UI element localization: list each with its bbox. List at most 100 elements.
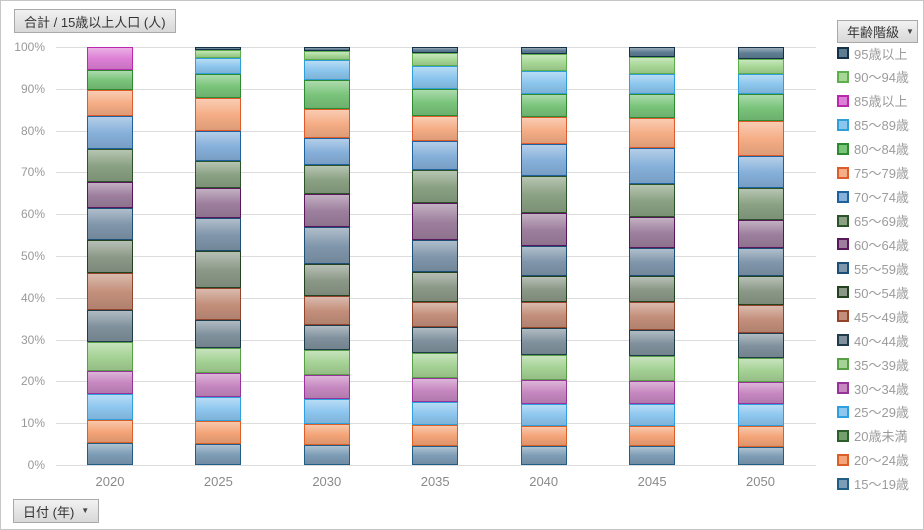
bar-segment[interactable] bbox=[737, 304, 784, 333]
bar-segment[interactable] bbox=[737, 155, 784, 189]
bar-segment[interactable] bbox=[629, 118, 676, 149]
bar-segment[interactable] bbox=[412, 377, 459, 403]
bar-segment[interactable] bbox=[87, 239, 133, 274]
bar-segment[interactable] bbox=[629, 425, 676, 447]
bar-segment[interactable] bbox=[87, 89, 133, 116]
legend-item[interactable]: 35〜39歳 bbox=[837, 352, 909, 376]
legend-field-dropdown[interactable]: 年齢階級 ▼ bbox=[837, 20, 918, 43]
bar-segment[interactable] bbox=[629, 302, 676, 330]
bar-segment[interactable] bbox=[303, 47, 350, 51]
bar-segment[interactable] bbox=[629, 248, 676, 276]
bar-segment[interactable] bbox=[737, 74, 784, 95]
bar-segment[interactable] bbox=[412, 327, 459, 353]
bar-segment[interactable] bbox=[629, 148, 676, 185]
bar-segment[interactable] bbox=[87, 273, 133, 311]
bar-segment[interactable] bbox=[303, 60, 350, 80]
bar-segment[interactable] bbox=[195, 319, 242, 348]
legend-item[interactable]: 50〜54歳 bbox=[837, 280, 909, 304]
bar-segment[interactable] bbox=[303, 264, 350, 296]
bar-segment[interactable] bbox=[412, 115, 459, 142]
bar-segment[interactable] bbox=[520, 302, 567, 329]
legend-item[interactable]: 40〜44歳 bbox=[837, 328, 909, 352]
legend-item[interactable]: 85〜89歳 bbox=[837, 113, 909, 137]
measure-selector-button[interactable]: 合計 / 15歳以上人口 (人) bbox=[14, 9, 176, 33]
bar-segment[interactable] bbox=[737, 59, 784, 75]
bar-segment[interactable] bbox=[737, 404, 784, 427]
bar-segment[interactable] bbox=[412, 47, 459, 53]
bar-segment[interactable] bbox=[87, 208, 133, 240]
x-axis-field-dropdown[interactable]: 日付 (年) ▼ bbox=[13, 499, 100, 523]
bar-segment[interactable] bbox=[87, 47, 133, 71]
bar-segment[interactable] bbox=[412, 170, 459, 204]
bar-segment[interactable] bbox=[412, 88, 459, 116]
bar-segment[interactable] bbox=[412, 272, 459, 302]
legend-item[interactable]: 20歳未満 bbox=[837, 424, 907, 448]
bar-segment[interactable] bbox=[629, 275, 676, 303]
bar-segment[interactable] bbox=[195, 396, 242, 421]
bar-segment[interactable] bbox=[629, 56, 676, 75]
bar-segment[interactable] bbox=[412, 445, 459, 465]
bar-segment[interactable] bbox=[520, 275, 567, 303]
bar-segment[interactable] bbox=[195, 47, 242, 50]
bar-segment[interactable] bbox=[195, 98, 242, 131]
bar-segment[interactable] bbox=[629, 94, 676, 119]
bar-segment[interactable] bbox=[195, 444, 242, 465]
bar-segment[interactable] bbox=[629, 446, 676, 465]
bar-segment[interactable] bbox=[737, 426, 784, 447]
bar-segment[interactable] bbox=[737, 188, 784, 220]
bar-segment[interactable] bbox=[87, 115, 133, 150]
bar-segment[interactable] bbox=[520, 144, 567, 177]
bar-segment[interactable] bbox=[303, 374, 350, 400]
bar-segment[interactable] bbox=[412, 240, 459, 273]
bar-segment[interactable] bbox=[303, 194, 350, 228]
bar-segment[interactable] bbox=[87, 149, 133, 183]
bar-segment[interactable] bbox=[87, 310, 133, 342]
bar-segment[interactable] bbox=[629, 47, 676, 57]
legend-item[interactable]: 30〜34歳 bbox=[837, 376, 909, 400]
bar-segment[interactable] bbox=[629, 74, 676, 95]
legend-item[interactable]: 60〜64歳 bbox=[837, 232, 909, 256]
bar-segment[interactable] bbox=[303, 324, 350, 351]
bar-segment[interactable] bbox=[87, 341, 133, 371]
legend-item[interactable]: 70〜74歳 bbox=[837, 185, 909, 209]
legend-item[interactable]: 95歳以上 bbox=[837, 41, 907, 65]
bar-segment[interactable] bbox=[303, 399, 350, 424]
bar-segment[interactable] bbox=[412, 141, 459, 171]
bar-segment[interactable] bbox=[737, 47, 784, 60]
bar-segment[interactable] bbox=[195, 160, 242, 189]
bar-segment[interactable] bbox=[303, 79, 350, 110]
bar-segment[interactable] bbox=[303, 445, 350, 465]
legend-item[interactable]: 80〜84歳 bbox=[837, 137, 909, 161]
legend-item[interactable]: 55〜59歳 bbox=[837, 256, 909, 280]
bar-segment[interactable] bbox=[87, 419, 133, 443]
bar-segment[interactable] bbox=[303, 165, 350, 195]
bar-segment[interactable] bbox=[412, 301, 459, 328]
bar-segment[interactable] bbox=[303, 423, 350, 446]
bar-segment[interactable] bbox=[520, 176, 567, 213]
bar-segment[interactable] bbox=[737, 276, 784, 305]
bar-segment[interactable] bbox=[195, 217, 242, 251]
bar-segment[interactable] bbox=[195, 347, 242, 374]
bar-segment[interactable] bbox=[737, 358, 784, 382]
bar-segment[interactable] bbox=[303, 50, 350, 61]
legend-item[interactable]: 45〜49歳 bbox=[837, 304, 909, 328]
bar-segment[interactable] bbox=[195, 188, 242, 218]
bar-segment[interactable] bbox=[520, 425, 567, 447]
bar-segment[interactable] bbox=[87, 394, 133, 420]
bar-segment[interactable] bbox=[195, 287, 242, 320]
legend-item[interactable]: 15〜19歳 bbox=[837, 472, 909, 496]
bar-segment[interactable] bbox=[195, 57, 242, 74]
bar-segment[interactable] bbox=[629, 217, 676, 249]
bar-segment[interactable] bbox=[195, 420, 242, 445]
bar-segment[interactable] bbox=[520, 328, 567, 355]
bar-segment[interactable] bbox=[412, 424, 459, 446]
bar-segment[interactable] bbox=[412, 52, 459, 66]
bar-segment[interactable] bbox=[87, 182, 133, 209]
bar-segment[interactable] bbox=[629, 403, 676, 426]
bar-segment[interactable] bbox=[303, 350, 350, 375]
bar-segment[interactable] bbox=[520, 47, 567, 55]
legend-item[interactable]: 90〜94歳 bbox=[837, 65, 909, 89]
bar-segment[interactable] bbox=[195, 130, 242, 161]
bar-segment[interactable] bbox=[520, 93, 567, 117]
legend-item[interactable]: 25〜29歳 bbox=[837, 400, 909, 424]
